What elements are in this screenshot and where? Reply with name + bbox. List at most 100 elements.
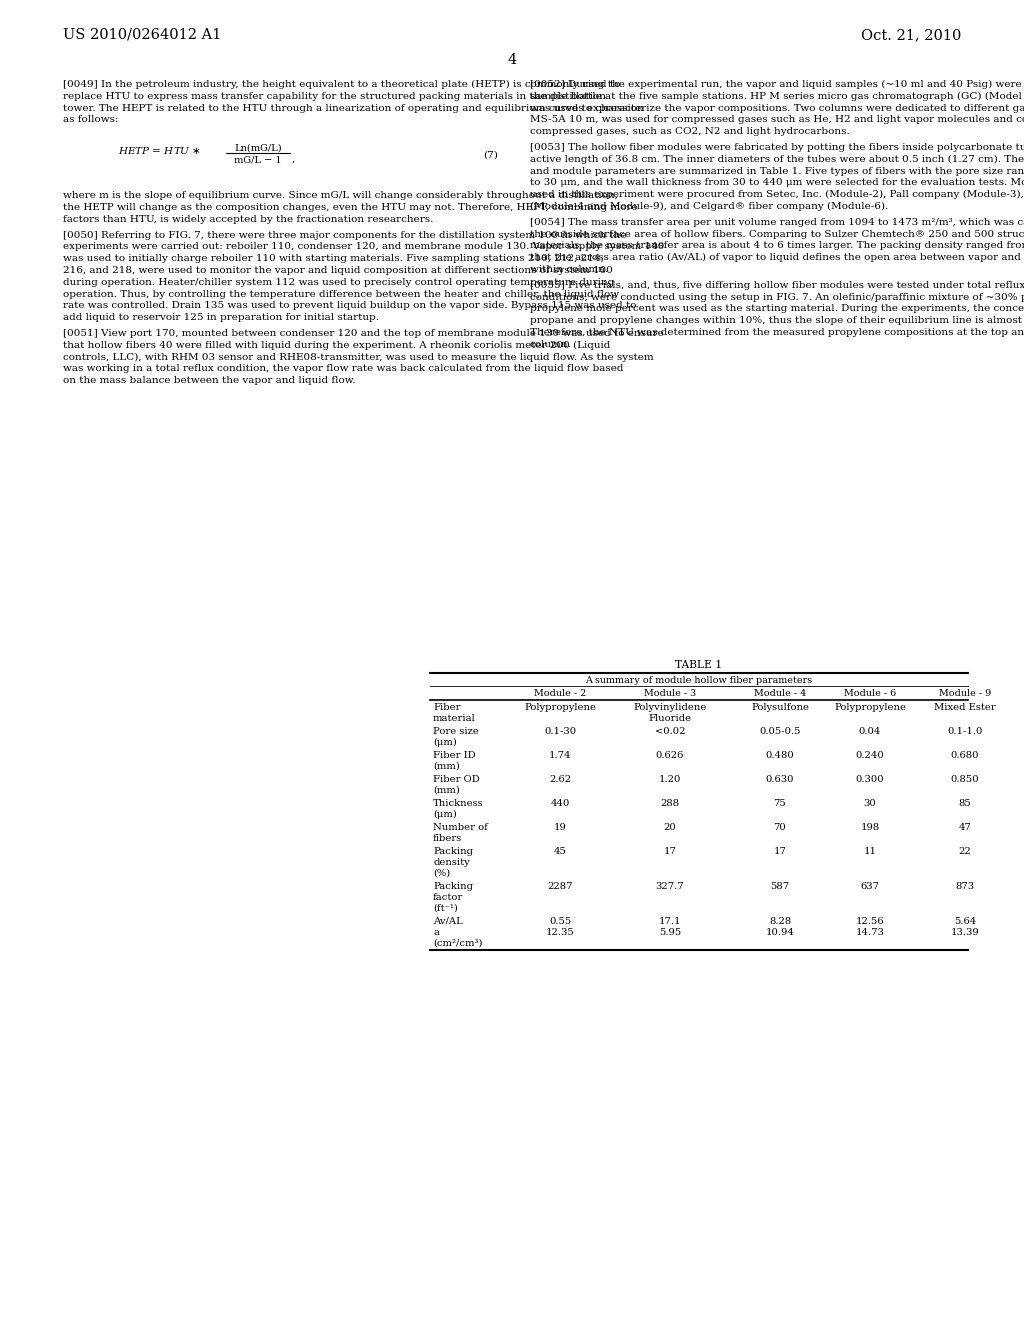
Text: TABLE 1: TABLE 1 [676, 660, 723, 671]
Text: HETP = HTU $\ast$: HETP = HTU $\ast$ [118, 145, 202, 156]
Text: 0.680: 0.680 [950, 751, 979, 760]
Text: (Module-4 and Module-9), and Celgard® fiber company (Module-6).: (Module-4 and Module-9), and Celgard® fi… [530, 202, 888, 211]
Text: US 2010/0264012 A1: US 2010/0264012 A1 [63, 28, 221, 42]
Text: [0053] The hollow fiber modules were fabricated by potting the fibers inside pol: [0053] The hollow fiber modules were fab… [530, 143, 1024, 152]
Text: [0049] In the petroleum industry, the height equivalent to a theoretical plate (: [0049] In the petroleum industry, the he… [63, 81, 621, 90]
Text: fibers: fibers [433, 834, 462, 843]
Text: experiments were carried out: reboiler 110, condenser 120, and membrane module 1: experiments were carried out: reboiler 1… [63, 243, 665, 251]
Text: 0.04: 0.04 [859, 727, 882, 737]
Text: 85: 85 [958, 799, 972, 808]
Text: [0055] Five trials, and, thus, five differing hollow fiber modules were tested u: [0055] Five trials, and, thus, five diff… [530, 281, 1024, 290]
Text: 1.20: 1.20 [658, 775, 681, 784]
Text: 0.480: 0.480 [766, 751, 795, 760]
Text: tower. The HEPT is related to the HTU through a linearization of operating and e: tower. The HEPT is related to the HTU th… [63, 103, 644, 112]
Text: within column.: within column. [530, 265, 608, 275]
Text: Module - 3: Module - 3 [644, 689, 696, 698]
Text: active length of 36.8 cm. The inner diameters of the tubes were about 0.5 inch (: active length of 36.8 cm. The inner diam… [530, 154, 1024, 164]
Text: 30: 30 [863, 799, 877, 808]
Text: 12.56: 12.56 [856, 917, 885, 927]
Text: 637: 637 [860, 882, 880, 891]
Text: mG/L − 1: mG/L − 1 [234, 156, 282, 164]
Text: [0054] The mass transfer area per unit volume ranged from 1094 to 1473 m²/m³, wh: [0054] The mass transfer area per unit v… [530, 218, 1024, 227]
Text: 10.94: 10.94 [766, 928, 795, 937]
Text: 0.1-1.0: 0.1-1.0 [947, 727, 983, 737]
Text: 4: 4 [507, 53, 517, 67]
Text: controls, LLC), with RHM 03 sensor and RHE08-transmitter, was used to measure th: controls, LLC), with RHM 03 sensor and R… [63, 352, 653, 362]
Text: 20: 20 [664, 822, 677, 832]
Text: (%): (%) [433, 869, 451, 878]
Text: (ft⁻¹): (ft⁻¹) [433, 904, 458, 913]
Text: the outside surface area of hollow fibers. Comparing to Sulzer Chemtech® 250 and: the outside surface area of hollow fiber… [530, 230, 1024, 239]
Text: (mm): (mm) [433, 762, 460, 771]
Text: operation. Thus, by controlling the temperature difference between the heater an: operation. Thus, by controlling the temp… [63, 289, 620, 298]
Text: factor: factor [433, 894, 463, 902]
Text: material: material [433, 714, 476, 723]
Text: the HETP will change as the composition changes, even the HTU may not. Therefore: the HETP will change as the composition … [63, 203, 638, 213]
Text: (mm): (mm) [433, 785, 460, 795]
Text: Module - 9: Module - 9 [939, 689, 991, 698]
Text: 19: 19 [554, 822, 566, 832]
Text: Fiber OD: Fiber OD [433, 775, 480, 784]
Text: <0.02: <0.02 [654, 727, 685, 737]
Text: Therefore, the NTU was determined from the measured propylene compositions at th: Therefore, the NTU was determined from t… [530, 327, 1024, 337]
Text: 288: 288 [660, 799, 680, 808]
Text: 75: 75 [773, 799, 786, 808]
Text: 0.626: 0.626 [655, 751, 684, 760]
Text: factors than HTU, is widely accepted by the fractionation researchers.: factors than HTU, is widely accepted by … [63, 215, 433, 224]
Text: 17: 17 [773, 847, 786, 855]
Text: replace HTU to express mass transfer capability for the structured packing mater: replace HTU to express mass transfer cap… [63, 92, 606, 100]
Text: 0.1-30: 0.1-30 [544, 727, 577, 737]
Text: 440: 440 [550, 799, 569, 808]
Text: conditions, were conducted using the setup in FIG. 7. An olefinic/paraffinic mix: conditions, were conducted using the set… [530, 293, 1024, 301]
Text: (cm²/cm³): (cm²/cm³) [433, 939, 482, 948]
Text: rate was controlled. Drain 135 was used to prevent liquid buildup on the vapor s: rate was controlled. Drain 135 was used … [63, 301, 637, 310]
Text: 14.73: 14.73 [856, 928, 885, 937]
Text: 0.300: 0.300 [856, 775, 885, 784]
Text: 587: 587 [770, 882, 790, 891]
Text: 2287: 2287 [547, 882, 572, 891]
Text: 11: 11 [863, 847, 877, 855]
Text: 70: 70 [773, 822, 786, 832]
Text: was working in a total reflux condition, the vapor flow rate was back calculated: was working in a total reflux condition,… [63, 364, 624, 374]
Text: sample bottle at the five sample stations. HP M series micro gas chromatograph (: sample bottle at the five sample station… [530, 92, 1024, 100]
Text: Module - 2: Module - 2 [534, 689, 586, 698]
Text: [0050] Referring to FIG. 7, there were three major components for the distillati: [0050] Referring to FIG. 7, there were t… [63, 231, 627, 240]
Text: (7): (7) [483, 150, 498, 160]
Text: Module - 4: Module - 4 [754, 689, 806, 698]
Text: [0051] View port 170, mounted between condenser 120 and the top of membrane modu: [0051] View port 170, mounted between co… [63, 329, 664, 338]
Text: as follows:: as follows: [63, 115, 119, 124]
Text: 45: 45 [554, 847, 566, 855]
Text: 13.39: 13.39 [950, 928, 979, 937]
Text: 47: 47 [958, 822, 972, 832]
Text: during operation. Heater/chiller system 112 was used to precisely control operat: during operation. Heater/chiller system … [63, 277, 614, 286]
Text: was used to initially charge reboiler 110 with starting materials. Five sampling: was used to initially charge reboiler 11… [63, 255, 604, 263]
Text: 873: 873 [955, 882, 975, 891]
Text: 327.7: 327.7 [655, 882, 684, 891]
Text: that hollow fibers 40 were filled with liquid during the experiment. A rheonik c: that hollow fibers 40 were filled with l… [63, 341, 610, 350]
Text: Pore size: Pore size [433, 727, 479, 737]
Text: Polypropylene: Polypropylene [524, 704, 596, 711]
Text: propane and propylene changes within 10%, thus the slope of their equilibrium li: propane and propylene changes within 10%… [530, 317, 1024, 325]
Text: 8.28: 8.28 [769, 917, 792, 927]
Text: Packing: Packing [433, 882, 473, 891]
Text: Fluoride: Fluoride [648, 714, 691, 723]
Text: 5.95: 5.95 [658, 928, 681, 937]
Text: used in this experiment were procured from Setec, Inc. (Module-2), Pall company : used in this experiment were procured fr… [530, 190, 1024, 199]
Text: Fiber: Fiber [433, 704, 461, 711]
Text: ,: , [292, 154, 295, 164]
Text: propylene mole percent was used as the starting material. During the experiments: propylene mole percent was used as the s… [530, 305, 1024, 313]
Text: 12.35: 12.35 [546, 928, 574, 937]
Text: MS-5A 10 m, was used for compressed gases such as He, H2 and light vapor molecul: MS-5A 10 m, was used for compressed gase… [530, 115, 1024, 124]
Text: column.: column. [530, 339, 571, 348]
Text: Number of: Number of [433, 822, 487, 832]
Text: Polysulfone: Polysulfone [751, 704, 809, 711]
Text: 2.62: 2.62 [549, 775, 571, 784]
Text: 0.630: 0.630 [766, 775, 795, 784]
Text: Thickness: Thickness [433, 799, 483, 808]
Text: [0052] During the experimental run, the vapor and liquid samples (~10 ml and 40 : [0052] During the experimental run, the … [530, 81, 1024, 90]
Text: Packing: Packing [433, 847, 473, 855]
Text: 1.74: 1.74 [549, 751, 571, 760]
Text: and module parameters are summarized in Table 1. Five types of fibers with the p: and module parameters are summarized in … [530, 166, 1024, 176]
Text: Ln(mG/L): Ln(mG/L) [234, 143, 282, 152]
Text: 22: 22 [958, 847, 972, 855]
